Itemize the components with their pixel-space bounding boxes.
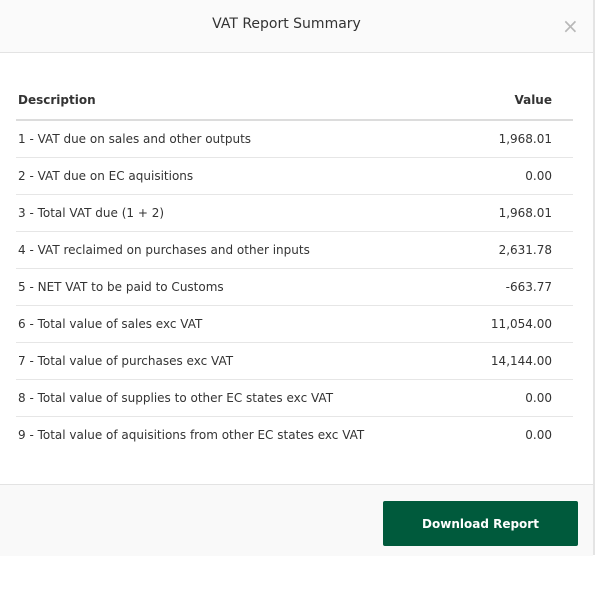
table-row: 6 - Total value of sales exc VAT 11,054.… — [16, 306, 573, 343]
table-header: Description Value — [16, 84, 573, 121]
column-header-value: Value — [514, 93, 552, 107]
row-value: 0.00 — [525, 169, 552, 183]
table-row: 1 - VAT due on sales and other outputs 1… — [16, 121, 573, 158]
row-description: 3 - Total VAT due (1 + 2) — [18, 206, 165, 220]
row-value: 11,054.00 — [490, 317, 552, 331]
vat-summary-table: Description Value 1 - VAT due on sales a… — [16, 84, 573, 453]
modal-title: VAT Report Summary — [212, 16, 361, 32]
table-row: 8 - Total value of supplies to other EC … — [16, 380, 573, 417]
table-row: 2 - VAT due on EC aquisitions 0.00 — [16, 158, 573, 195]
row-value: 1,968.01 — [498, 132, 552, 146]
row-description: 8 - Total value of supplies to other EC … — [18, 391, 334, 405]
row-description: 9 - Total value of aquisitions from othe… — [18, 428, 365, 442]
table-row: 4 - VAT reclaimed on purchases and other… — [16, 232, 573, 269]
row-description: 5 - NET VAT to be paid to Customs — [18, 280, 224, 294]
row-value: 2,631.78 — [498, 243, 552, 257]
vat-report-modal: VAT Report Summary × Description Value 1… — [0, 0, 594, 555]
row-description: 6 - Total value of sales exc VAT — [18, 317, 203, 331]
table-body: 1 - VAT due on sales and other outputs 1… — [16, 121, 573, 453]
column-header-description: Description — [18, 93, 96, 107]
row-description: 4 - VAT reclaimed on purchases and other… — [18, 243, 310, 257]
table-row: 9 - Total value of aquisitions from othe… — [16, 417, 573, 453]
table-row: 3 - Total VAT due (1 + 2) 1,968.01 — [16, 195, 573, 232]
download-report-summary-button[interactable]: Download Report Summary — [383, 501, 578, 576]
modal-header: VAT Report Summary × — [0, 0, 593, 53]
table-row: 7 - Total value of purchases exc VAT 14,… — [16, 343, 573, 380]
row-value: 0.00 — [525, 391, 552, 405]
row-description: 1 - VAT due on sales and other outputs — [18, 132, 252, 146]
table-row: 5 - NET VAT to be paid to Customs -663.7… — [16, 269, 573, 306]
background-edge — [593, 0, 595, 555]
row-value: -663.77 — [505, 280, 552, 294]
modal-footer: Download Report Summary — [0, 484, 593, 576]
row-value: 14,144.00 — [490, 354, 552, 368]
row-value: 0.00 — [525, 428, 552, 442]
row-value: 1,968.01 — [498, 206, 552, 220]
row-description: 7 - Total value of purchases exc VAT — [18, 354, 234, 368]
row-description: 2 - VAT due on EC aquisitions — [18, 169, 194, 183]
close-icon[interactable]: × — [562, 14, 579, 38]
